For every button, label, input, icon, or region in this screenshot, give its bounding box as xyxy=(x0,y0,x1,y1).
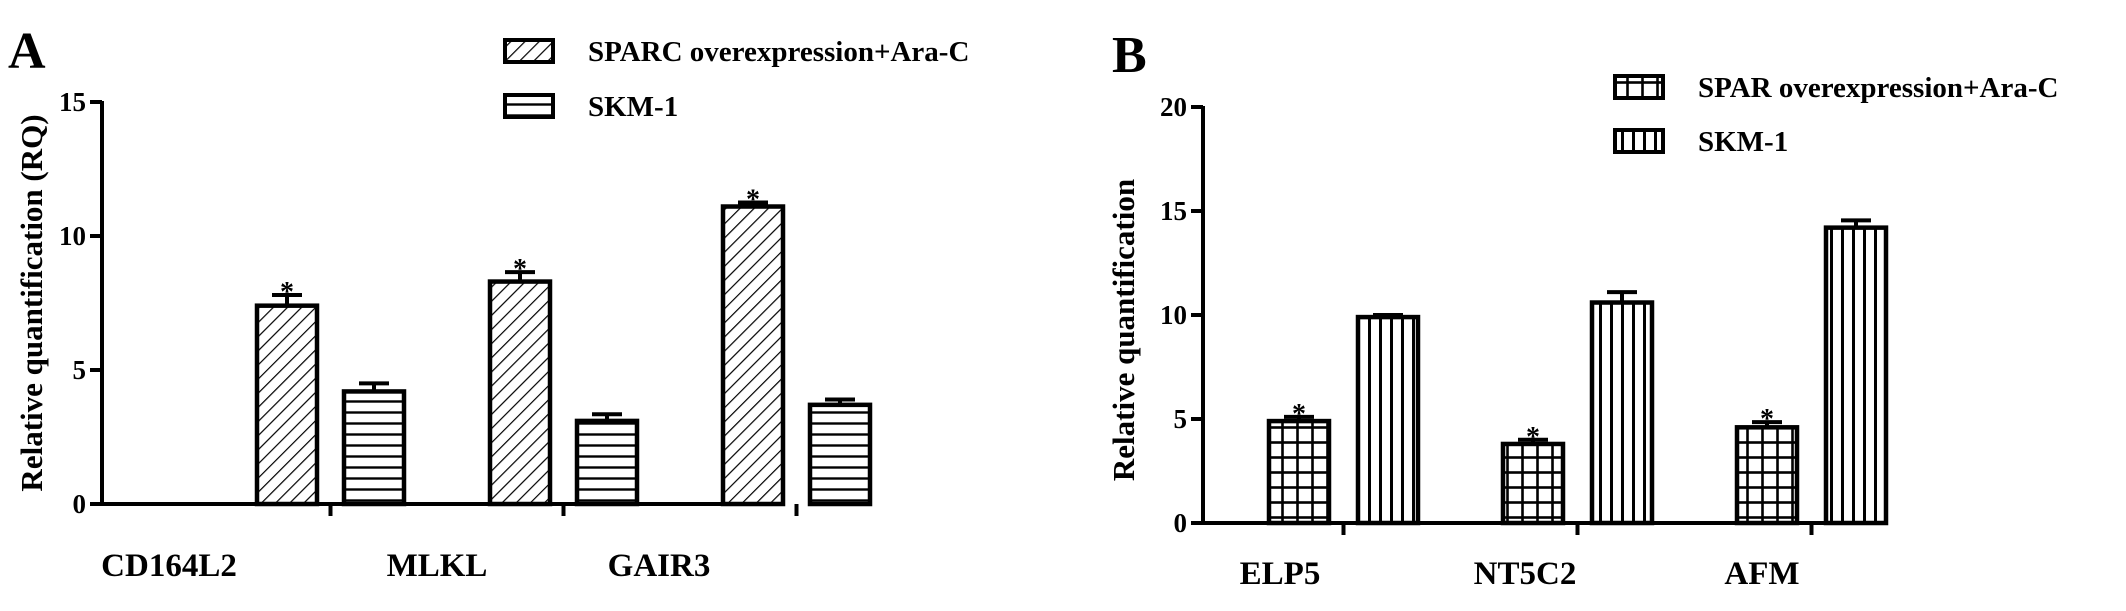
legend-swatch xyxy=(503,93,555,119)
panel-b: B 0 5 10 15 20 Relative quantification ELP5 NT5… xyxy=(1106,27,2058,592)
bar xyxy=(254,303,320,507)
significance-star: * xyxy=(1292,399,1306,430)
bar xyxy=(341,389,407,507)
significance-star: * xyxy=(746,185,760,216)
legend-label: SKM-1 xyxy=(1698,126,1788,158)
bar xyxy=(1823,225,1889,526)
x-tick-label: NT5C2 xyxy=(1474,556,1577,592)
y-tick-label: 20 xyxy=(1160,92,1187,122)
x-tick-label: GAIR3 xyxy=(608,548,711,584)
bar xyxy=(487,279,553,507)
legend-label: SPAR overexpression+Ara-C xyxy=(1698,72,2058,104)
x-tick-label: CD164L2 xyxy=(101,548,237,584)
legend-label: SPARC overexpression+Ara-C xyxy=(588,36,969,68)
bar xyxy=(1500,441,1566,526)
x-tick-label: AFM xyxy=(1724,556,1799,592)
y-tick-label: 15 xyxy=(1160,196,1187,226)
significance-star: * xyxy=(513,254,527,285)
y-tick-label: 0 xyxy=(1174,508,1188,538)
significance-star: * xyxy=(280,277,294,308)
y-axis-label: Relative quantification (RQ) xyxy=(14,114,49,491)
legend-swatch xyxy=(1613,74,1665,100)
legend-swatch xyxy=(1613,128,1665,154)
x-tick-label: MLKL xyxy=(387,548,488,584)
legend-label: SKM-1 xyxy=(588,91,678,123)
y-tick-label: 0 xyxy=(73,489,87,519)
y-tick-label: 5 xyxy=(73,355,87,385)
y-tick-label: 15 xyxy=(59,87,86,117)
x-tick-label: ELP5 xyxy=(1240,556,1321,592)
bar xyxy=(1734,425,1800,526)
y-tick-label: 10 xyxy=(1160,300,1187,330)
y-tick-label: 10 xyxy=(59,221,86,251)
significance-star: * xyxy=(1526,422,1540,453)
panel-a-letter: A xyxy=(8,23,46,80)
bar xyxy=(720,204,786,507)
bar xyxy=(1355,314,1421,526)
bar xyxy=(574,418,640,507)
bar xyxy=(1266,418,1332,526)
panel-b-letter: B xyxy=(1112,27,1147,84)
bar xyxy=(807,402,873,507)
legend-swatch xyxy=(503,38,555,64)
significance-star: * xyxy=(1760,404,1774,435)
bar xyxy=(1589,300,1655,526)
y-tick-label: 5 xyxy=(1174,404,1188,434)
y-axis-label: Relative quantification xyxy=(1106,179,1141,481)
panel-a: A 0 5 10 15 Relative quantification (RQ) CD16… xyxy=(8,23,969,584)
